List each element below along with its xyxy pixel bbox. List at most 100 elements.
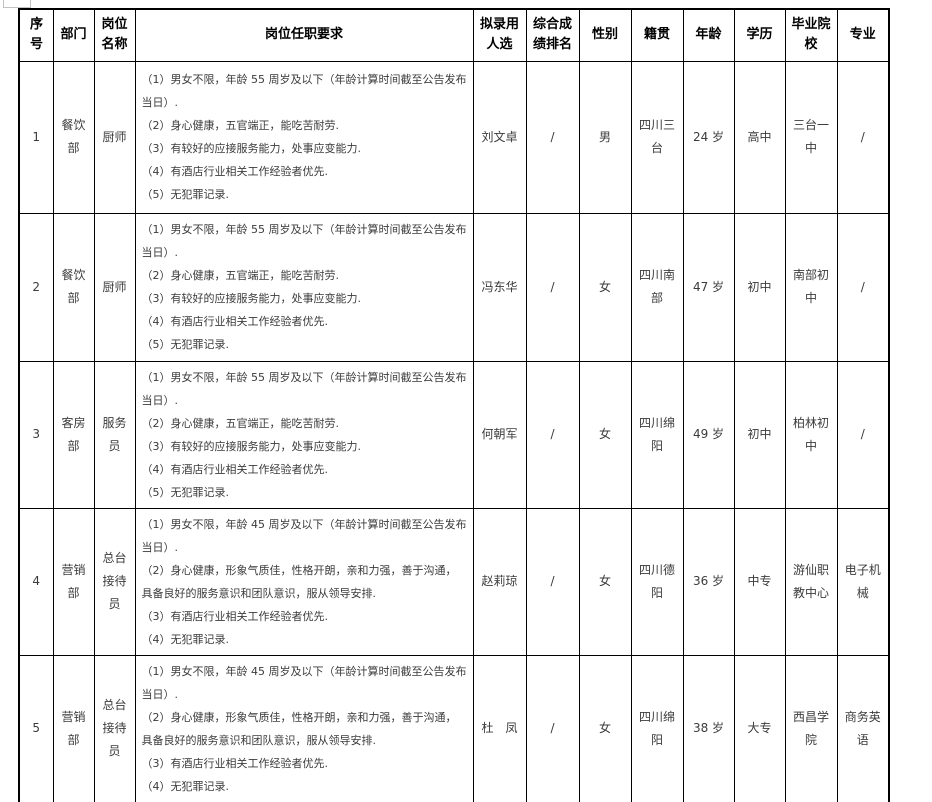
table-row: 5 营销部 总台接待员 （1）男女不限，年龄 45 周岁及以下（年龄计算时间截至… — [18, 654, 890, 802]
cell-school: 柏林初中 — [784, 360, 838, 509]
cell-education: 大专 — [733, 654, 786, 802]
cell-age: 38 岁 — [682, 654, 735, 802]
cell-age: 36 岁 — [682, 507, 735, 656]
cell-seq: 1 — [18, 60, 54, 214]
cell-education: 高中 — [733, 60, 786, 214]
cell-requirements: （1）男女不限，年龄 45 周岁及以下（年龄计算时间截至公告发布当日）. （2）… — [134, 507, 474, 656]
cell-seq: 3 — [18, 360, 54, 509]
cell-major: / — [836, 360, 890, 509]
cell-age: 49 岁 — [682, 360, 735, 509]
requirement-item: （1）男女不限，年龄 45 周岁及以下（年龄计算时间截至公告发布当日）. — [141, 664, 467, 701]
cell-school: 三台一中 — [784, 60, 838, 214]
requirement-item: （5）无犯罪记录. — [141, 188, 230, 201]
col-header-position: 岗位名称 — [93, 8, 136, 62]
cell-seq: 2 — [18, 212, 54, 362]
cell-department: 餐饮部 — [52, 212, 95, 362]
cell-requirements: （1）男女不限，年龄 55 周岁及以下（年龄计算时间截至公告发布当日）. （2）… — [134, 60, 474, 214]
cell-hometown: 四川德阳 — [630, 507, 684, 656]
cell-department: 客房部 — [52, 360, 95, 509]
cell-candidate: 赵莉琼 — [472, 507, 527, 656]
table-row: 3 客房部 服务员 （1）男女不限，年龄 55 周岁及以下（年龄计算时间截至公告… — [18, 360, 890, 509]
requirement-item: （4）有酒店行业相关工作经验者优先. — [141, 315, 329, 328]
requirement-item: （1）男女不限，年龄 55 周岁及以下（年龄计算时间截至公告发布当日）. — [141, 223, 467, 259]
cell-education: 初中 — [733, 360, 786, 509]
table-row: 4 营销部 总台接待员 （1）男女不限，年龄 45 周岁及以下（年龄计算时间截至… — [18, 507, 890, 656]
requirement-item: （5）无犯罪记录. — [141, 338, 230, 351]
cell-department: 营销部 — [52, 507, 95, 656]
requirement-item: （4）无犯罪记录. — [141, 632, 230, 646]
cell-education: 初中 — [733, 212, 786, 362]
cell-department: 营销部 — [52, 654, 95, 802]
cell-candidate: 冯东华 — [472, 212, 527, 362]
recruitment-candidates-table: 序号 部门 岗位名称 岗位任职要求 拟录用人选 综合成绩排名 性别 籍贯 年龄 … — [18, 8, 890, 802]
cell-school: 游仙职教中心 — [784, 507, 838, 656]
cell-candidate: 杜 凤 — [472, 654, 527, 802]
col-header-requirements: 岗位任职要求 — [134, 8, 474, 62]
requirement-item: （4）有酒店行业相关工作经验者优先. — [141, 462, 329, 476]
cell-requirements: （1）男女不限，年龄 45 周岁及以下（年龄计算时间截至公告发布当日）. （2）… — [134, 654, 474, 802]
document-area: 序号 部门 岗位名称 岗位任职要求 拟录用人选 综合成绩排名 性别 籍贯 年龄 … — [18, 8, 890, 802]
cell-rank: / — [525, 212, 580, 362]
requirement-item: （3）有较好的应接服务能力，处事应变能力. — [141, 439, 362, 453]
cell-gender: 男 — [578, 60, 632, 214]
requirement-item: （1）男女不限，年龄 55 周岁及以下（年龄计算时间截至公告发布当日）. — [141, 73, 467, 109]
cell-department: 餐饮部 — [52, 60, 95, 214]
requirement-item: （4）无犯罪记录. — [141, 779, 230, 793]
requirement-item: （2）身心健康，五官端正，能吃苦耐劳. — [141, 119, 340, 132]
cell-major: 电子机械 — [836, 507, 890, 656]
cell-position: 服务员 — [93, 360, 136, 509]
clipped-cell-fragment — [3, 0, 31, 8]
cell-gender: 女 — [578, 654, 632, 802]
col-header-candidate: 拟录用人选 — [472, 8, 527, 62]
cell-hometown: 四川南部 — [630, 212, 684, 362]
cell-candidate: 刘文卓 — [472, 60, 527, 214]
cell-hometown: 四川绵阳 — [630, 360, 684, 509]
col-header-school: 毕业院校 — [784, 8, 838, 62]
requirement-item: （5）无犯罪记录. — [141, 485, 230, 499]
cell-school: 南部初中 — [784, 212, 838, 362]
col-header-major: 专业 — [836, 8, 890, 62]
requirement-item: （2）身心健康，五官端正，能吃苦耐劳. — [141, 416, 340, 430]
cell-rank: / — [525, 60, 580, 214]
cell-requirements: （1）男女不限，年龄 55 周岁及以下（年龄计算时间截至公告发布当日）. （2）… — [134, 212, 474, 362]
header-row: 序号 部门 岗位名称 岗位任职要求 拟录用人选 综合成绩排名 性别 籍贯 年龄 … — [18, 8, 890, 62]
cell-position: 总台接待员 — [93, 507, 136, 656]
cell-seq: 5 — [18, 654, 54, 802]
cell-gender: 女 — [578, 212, 632, 362]
cell-school: 西昌学院 — [784, 654, 838, 802]
cell-major: 商务英语 — [836, 654, 890, 802]
requirement-item: （2）身心健康，形象气质佳，性格开朗，亲和力强，善于沟通，具备良好的服务意识和团… — [141, 563, 457, 600]
table-row: 2 餐饮部 厨师 （1）男女不限，年龄 55 周岁及以下（年龄计算时间截至公告发… — [18, 212, 890, 362]
cell-position: 厨师 — [93, 212, 136, 362]
cell-age: 24 岁 — [682, 60, 735, 214]
requirement-item: （2）身心健康，五官端正，能吃苦耐劳. — [141, 269, 340, 282]
requirement-item: （2）身心健康，形象气质佳，性格开朗，亲和力强，善于沟通，具备良好的服务意识和团… — [141, 710, 457, 747]
cell-candidate: 何朝军 — [472, 360, 527, 509]
table-row: 1 餐饮部 厨师 （1）男女不限，年龄 55 周岁及以下（年龄计算时间截至公告发… — [18, 60, 890, 214]
col-header-seq: 序号 — [18, 8, 54, 62]
cell-requirements: （1）男女不限，年龄 55 周岁及以下（年龄计算时间截至公告发布当日）. （2）… — [134, 360, 474, 509]
cell-rank: / — [525, 507, 580, 656]
col-header-education: 学历 — [733, 8, 786, 62]
col-header-rank: 综合成绩排名 — [525, 8, 580, 62]
col-header-department: 部门 — [52, 8, 95, 62]
cell-major: / — [836, 212, 890, 362]
cell-rank: / — [525, 360, 580, 509]
requirement-item: （1）男女不限，年龄 55 周岁及以下（年龄计算时间截至公告发布当日）. — [141, 370, 467, 407]
cell-hometown: 四川绵阳 — [630, 654, 684, 802]
cell-seq: 4 — [18, 507, 54, 656]
requirement-item: （3）有较好的应接服务能力，处事应变能力. — [141, 292, 362, 305]
col-header-hometown: 籍贯 — [630, 8, 684, 62]
col-header-gender: 性别 — [578, 8, 632, 62]
cell-gender: 女 — [578, 360, 632, 509]
requirement-item: （4）有酒店行业相关工作经验者优先. — [141, 165, 329, 178]
requirement-item: （3）有酒店行业相关工作经验者优先. — [141, 609, 329, 623]
col-header-age: 年龄 — [682, 8, 735, 62]
cell-education: 中专 — [733, 507, 786, 656]
requirement-item: （3）有较好的应接服务能力，处事应变能力. — [141, 142, 362, 155]
cell-position: 厨师 — [93, 60, 136, 214]
cell-rank: / — [525, 654, 580, 802]
cell-gender: 女 — [578, 507, 632, 656]
cell-position: 总台接待员 — [93, 654, 136, 802]
requirement-item: （1）男女不限，年龄 45 周岁及以下（年龄计算时间截至公告发布当日）. — [141, 517, 467, 554]
